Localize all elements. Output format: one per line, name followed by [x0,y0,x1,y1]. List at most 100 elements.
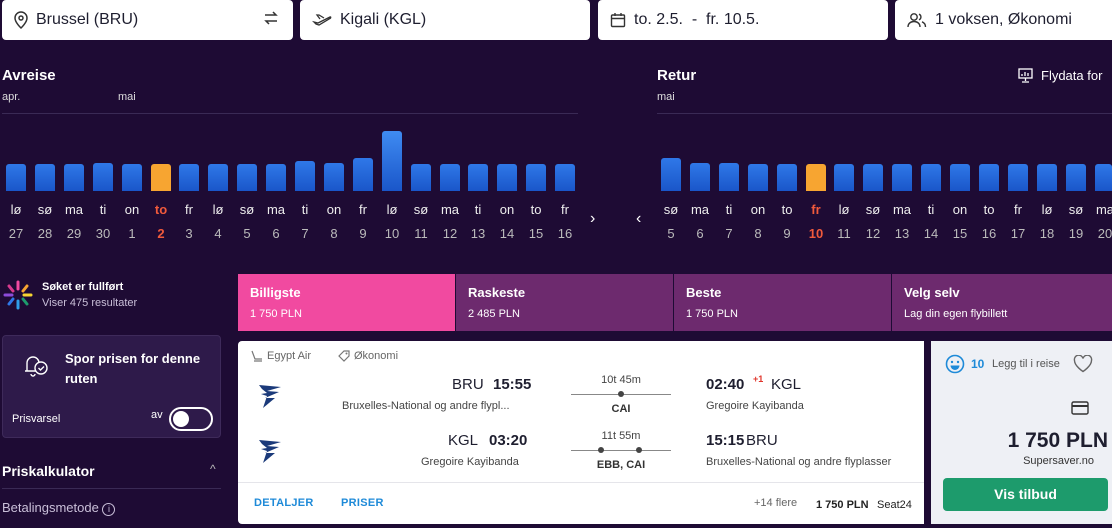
depart-day-column[interactable]: fr 3 [175,202,203,241]
view-offer-button[interactable]: Vis tilbud [943,478,1108,511]
depart-price-bar[interactable] [122,164,142,191]
return-day-column[interactable]: to 16 [975,202,1003,241]
return-day-column[interactable]: to 9 [773,202,801,241]
depart-price-bar[interactable] [179,164,199,191]
return-day-column[interactable]: on 8 [744,202,772,241]
add-to-trip-label[interactable]: Legg til i reise [992,358,1060,370]
passengers-field[interactable]: 1 voksen, Økonomi [895,0,1112,40]
depart-price-bar[interactable] [6,164,26,191]
depart-price-bar[interactable] [497,164,517,191]
depart-day-column[interactable]: lø 4 [204,202,232,241]
depart-day-column[interactable]: fr 16 [551,202,579,241]
return-price-bar[interactable] [1095,164,1112,191]
return-day-column[interactable]: ti 7 [715,202,743,241]
depart-price-bar[interactable] [468,164,488,191]
depart-price-bar[interactable] [93,163,113,191]
price-alert-toggle[interactable] [169,407,213,431]
flight-result-card[interactable]: Egypt Air Økonomi BRU 15:55 Bruxelles-Na… [238,341,924,524]
return-price-bar[interactable] [1008,164,1028,191]
next-arrow-icon[interactable]: › [590,210,596,227]
depart-price-bar[interactable] [353,158,373,191]
return-day-column[interactable]: sø 12 [859,202,887,241]
depart-price-bar[interactable] [237,164,257,191]
return-day-column[interactable]: sø 5 [657,202,685,241]
prices-link[interactable]: PRISER [341,497,384,509]
return-price-bar[interactable] [863,164,883,191]
depart-price-bar[interactable] [555,164,575,191]
depart-price-bar[interactable] [35,164,55,191]
tab-best[interactable]: Beste 1 750 PLN [674,274,891,331]
depart-day-column[interactable]: to 2 [147,202,175,241]
depart-day-column[interactable]: ma 12 [436,202,464,241]
return-price-bar[interactable] [950,164,970,191]
return-day-column[interactable]: ma 20 [1091,202,1112,241]
destination-field[interactable]: Kigali (KGL) [300,0,590,40]
return-price-bar[interactable] [1066,164,1086,191]
depart-day-column[interactable]: sø 28 [31,202,59,241]
return-price-bar[interactable] [748,164,768,191]
return-day-column[interactable]: ti 14 [917,202,945,241]
depart-day-column[interactable]: sø 11 [407,202,435,241]
origin-field[interactable]: Brussel (BRU) [2,0,293,40]
depart-day-column[interactable]: on 1 [118,202,146,241]
prev-arrow-icon[interactable]: ‹ [636,210,642,227]
calendar-icon [610,13,626,28]
depart-day-column[interactable]: ma 6 [262,202,290,241]
price-calculator-title[interactable]: Priskalkulator [2,463,95,479]
depart-day-column[interactable]: sø 5 [233,202,261,241]
depart-day-column[interactable]: fr 9 [349,202,377,241]
return-day-column[interactable]: ma 13 [888,202,916,241]
return-price-bar[interactable] [661,158,681,191]
return-price-bar[interactable] [806,164,826,191]
depart-day-column[interactable]: ma 29 [60,202,88,241]
depart-price-bar[interactable] [208,164,228,191]
return-price-bar[interactable] [834,164,854,191]
tab-custom[interactable]: Velg selv Lag din egen flybillett [892,274,1112,331]
flydata-link[interactable]: Flydata for [1018,68,1102,83]
depart-price-bar[interactable] [151,164,171,191]
depart-price-bar[interactable] [526,164,546,191]
payment-method-label[interactable]: Betalingsmetode i [2,500,116,516]
return-price-bar[interactable] [979,164,999,191]
depart-day-column[interactable]: on 14 [493,202,521,241]
details-link[interactable]: DETALJER [254,497,314,509]
tab-fastest[interactable]: Raskeste 2 485 PLN [456,274,673,331]
return-day-column[interactable]: fr 10 [802,202,830,241]
swap-icon[interactable] [263,10,279,26]
return-price-bar[interactable] [690,163,710,191]
return-day-column[interactable]: sø 19 [1062,202,1090,241]
depart-day-column[interactable]: on 8 [320,202,348,241]
depart-day-column[interactable]: lø 27 [2,202,30,241]
chevron-up-icon[interactable]: ^ [210,462,216,476]
return-price-bar[interactable] [921,164,941,191]
return-price-bar[interactable] [777,164,797,191]
return-price-bar[interactable] [719,163,739,191]
more-offers[interactable]: +14 flere [754,497,798,509]
return-price-bar[interactable] [1037,164,1057,191]
return-day-column[interactable]: lø 11 [830,202,858,241]
tab-cheapest[interactable]: Billigste 1 750 PLN [238,274,455,331]
depart-day-column[interactable]: ti 7 [291,202,319,241]
day-number: 27 [8,226,24,241]
return-day-column[interactable]: fr 17 [1004,202,1032,241]
depart-day-column[interactable]: to 15 [522,202,550,241]
depart-price-bar[interactable] [411,164,431,191]
return-day-column[interactable]: ma 6 [686,202,714,241]
depart-day-column[interactable]: ti 30 [89,202,117,241]
return-day-column[interactable]: lø 18 [1033,202,1061,241]
return-day-column[interactable]: on 15 [946,202,974,241]
depart-price-bar[interactable] [266,164,286,191]
day-number: 12 [442,226,458,241]
depart-price-bar[interactable] [295,161,315,191]
outbound-duration: 10t 45m [601,374,641,386]
depart-price-bar[interactable] [324,163,344,191]
depart-price-bar[interactable] [64,164,84,191]
heart-icon[interactable] [1073,355,1093,373]
return-price-bar[interactable] [892,164,912,191]
info-icon[interactable]: i [102,503,116,516]
depart-price-bar[interactable] [382,131,402,191]
dates-field[interactable]: to. 2.5. - fr. 10.5. [598,0,888,40]
depart-day-column[interactable]: ti 13 [464,202,492,241]
depart-price-bar[interactable] [440,164,460,191]
depart-day-column[interactable]: lø 10 [378,202,406,241]
